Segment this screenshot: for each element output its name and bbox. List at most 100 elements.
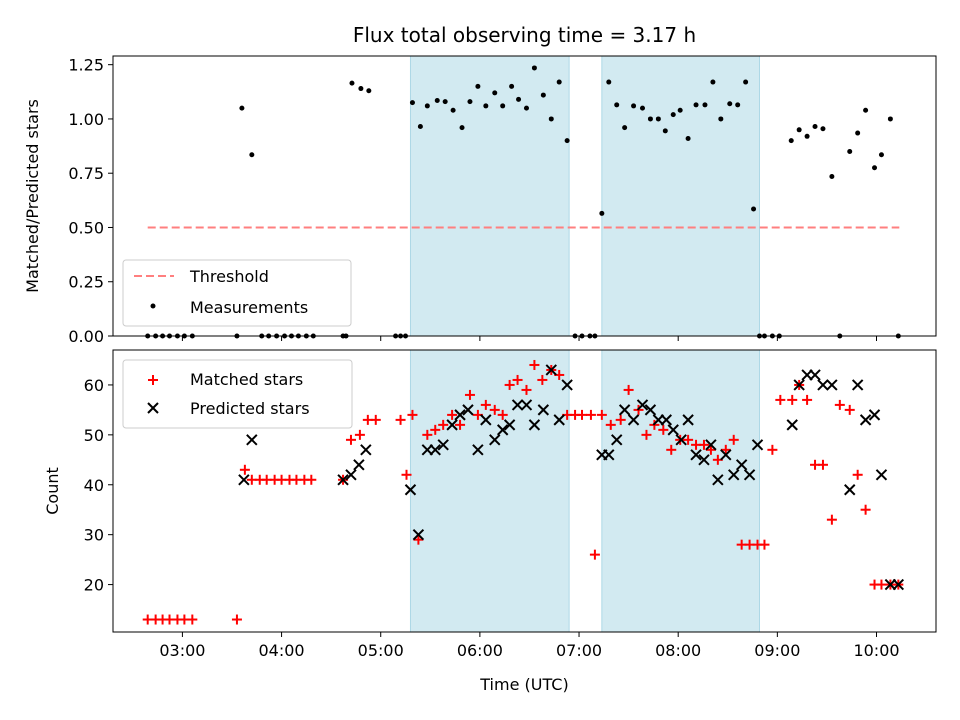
- x-tick-label: 10:00: [853, 641, 899, 660]
- measurement-point: [662, 128, 668, 134]
- x-tick-label: 08:00: [655, 641, 701, 660]
- predicted-point: [751, 439, 764, 451]
- predicted-point: [712, 474, 724, 486]
- predicted-point: [892, 578, 905, 591]
- y-tick-label: 1.25: [68, 56, 104, 75]
- predicted-point: [537, 404, 550, 416]
- y-tick-label: 50: [84, 426, 104, 445]
- measurement-point: [459, 125, 465, 131]
- matched-legend-swatch: [148, 375, 158, 385]
- matched-point: [623, 384, 634, 395]
- predicted-point: [446, 419, 458, 431]
- matched-point: [775, 394, 786, 405]
- ratio-legend-box: [122, 259, 352, 327]
- count-legend: Matched stars Predicted stars: [122, 359, 353, 429]
- measurement-point: [863, 107, 869, 113]
- predicted-point: [675, 434, 687, 446]
- x-tick-label: 03:00: [159, 641, 205, 660]
- measurement-point: [249, 152, 255, 158]
- predicted-point: [611, 434, 623, 446]
- predicted-point: [698, 454, 710, 466]
- predicted-point: [627, 414, 640, 426]
- matched-point: [407, 409, 418, 420]
- measurement-point: [564, 138, 570, 144]
- measurement-point: [492, 90, 498, 96]
- x-tick-label: 05:00: [358, 641, 404, 660]
- measurement-point: [450, 107, 456, 113]
- predicted-point: [404, 484, 417, 496]
- measurement-point: [812, 124, 818, 130]
- predicted-point: [496, 424, 509, 436]
- matched-point: [489, 404, 500, 415]
- measurement-point: [710, 79, 716, 85]
- count-panel-ylabel: Count: [43, 467, 62, 515]
- predicted-point: [660, 414, 673, 426]
- matched-point: [683, 434, 694, 445]
- observing-window-shade: [601, 349, 761, 633]
- matched-point: [497, 409, 508, 420]
- measurement-point: [639, 105, 645, 111]
- observing-window-shade: [409, 55, 570, 337]
- measurement-point: [796, 127, 802, 133]
- predicted-legend-label: Predicted stars: [190, 399, 310, 418]
- predicted-point: [859, 414, 872, 426]
- matched-legend-label: Matched stars: [190, 370, 303, 389]
- measurement-point: [516, 96, 522, 102]
- matched-point: [666, 444, 677, 455]
- matched-point: [728, 434, 739, 445]
- matched-point: [447, 409, 458, 420]
- matched-point: [464, 389, 475, 400]
- y-tick-label: 0.00: [68, 327, 104, 346]
- matched-point: [615, 414, 626, 425]
- predicted-point: [553, 414, 565, 426]
- matched-point: [345, 434, 356, 445]
- predicted-point: [705, 439, 717, 451]
- ratio-panel-frame: [112, 55, 937, 337]
- predicted-point: [454, 409, 466, 421]
- chart-title: Flux total observing time = 3.17 h: [353, 23, 696, 47]
- matched-point: [187, 614, 198, 625]
- predicted-point: [875, 469, 888, 481]
- predicted-point: [412, 528, 425, 541]
- measurement-point: [366, 88, 372, 94]
- measurement-point: [685, 135, 691, 141]
- measurement-point: [599, 210, 605, 216]
- predicted-point: [528, 419, 541, 431]
- measurement-point: [727, 101, 733, 107]
- measurement-point: [677, 107, 683, 113]
- predicted-point: [437, 439, 449, 451]
- predicted-point: [618, 404, 631, 416]
- matched-point: [504, 379, 515, 390]
- matched-point: [370, 414, 381, 425]
- matched-point: [413, 534, 424, 545]
- measurement-point: [531, 65, 537, 71]
- observing-window-shade: [409, 349, 570, 633]
- x-tick-label: 06:00: [457, 641, 503, 660]
- matched-point: [596, 409, 607, 420]
- measurement-point: [606, 79, 612, 85]
- measurement-point: [442, 99, 448, 105]
- predicted-point: [690, 449, 702, 461]
- predicted-point: [561, 379, 573, 391]
- predicted-point: [489, 434, 501, 446]
- measurement-point: [409, 100, 415, 106]
- x-tick-label: 07:00: [556, 641, 602, 660]
- y-tick-label: 0.50: [68, 218, 104, 237]
- matched-point: [438, 419, 449, 430]
- measurement-point: [622, 125, 628, 131]
- matched-point: [658, 424, 669, 435]
- matched-point: [787, 394, 798, 405]
- measurement-point: [693, 102, 699, 108]
- measurements-legend-label: Measurements: [190, 298, 308, 317]
- predicted-point: [520, 399, 533, 411]
- y-tick-label: 0.75: [68, 164, 104, 183]
- matched-point: [430, 424, 441, 435]
- predicted-point: [636, 399, 649, 411]
- predicted-point: [353, 459, 365, 471]
- measurement-point: [349, 80, 355, 86]
- threshold-legend-label: Threshold: [189, 267, 269, 286]
- x-axis-label: Time (UTC): [479, 675, 568, 694]
- ratio-panel: 0.00 0.25 0.50 0.75 1.00 1.25 Matched/Predict…: [23, 55, 937, 346]
- matched-point: [401, 469, 412, 480]
